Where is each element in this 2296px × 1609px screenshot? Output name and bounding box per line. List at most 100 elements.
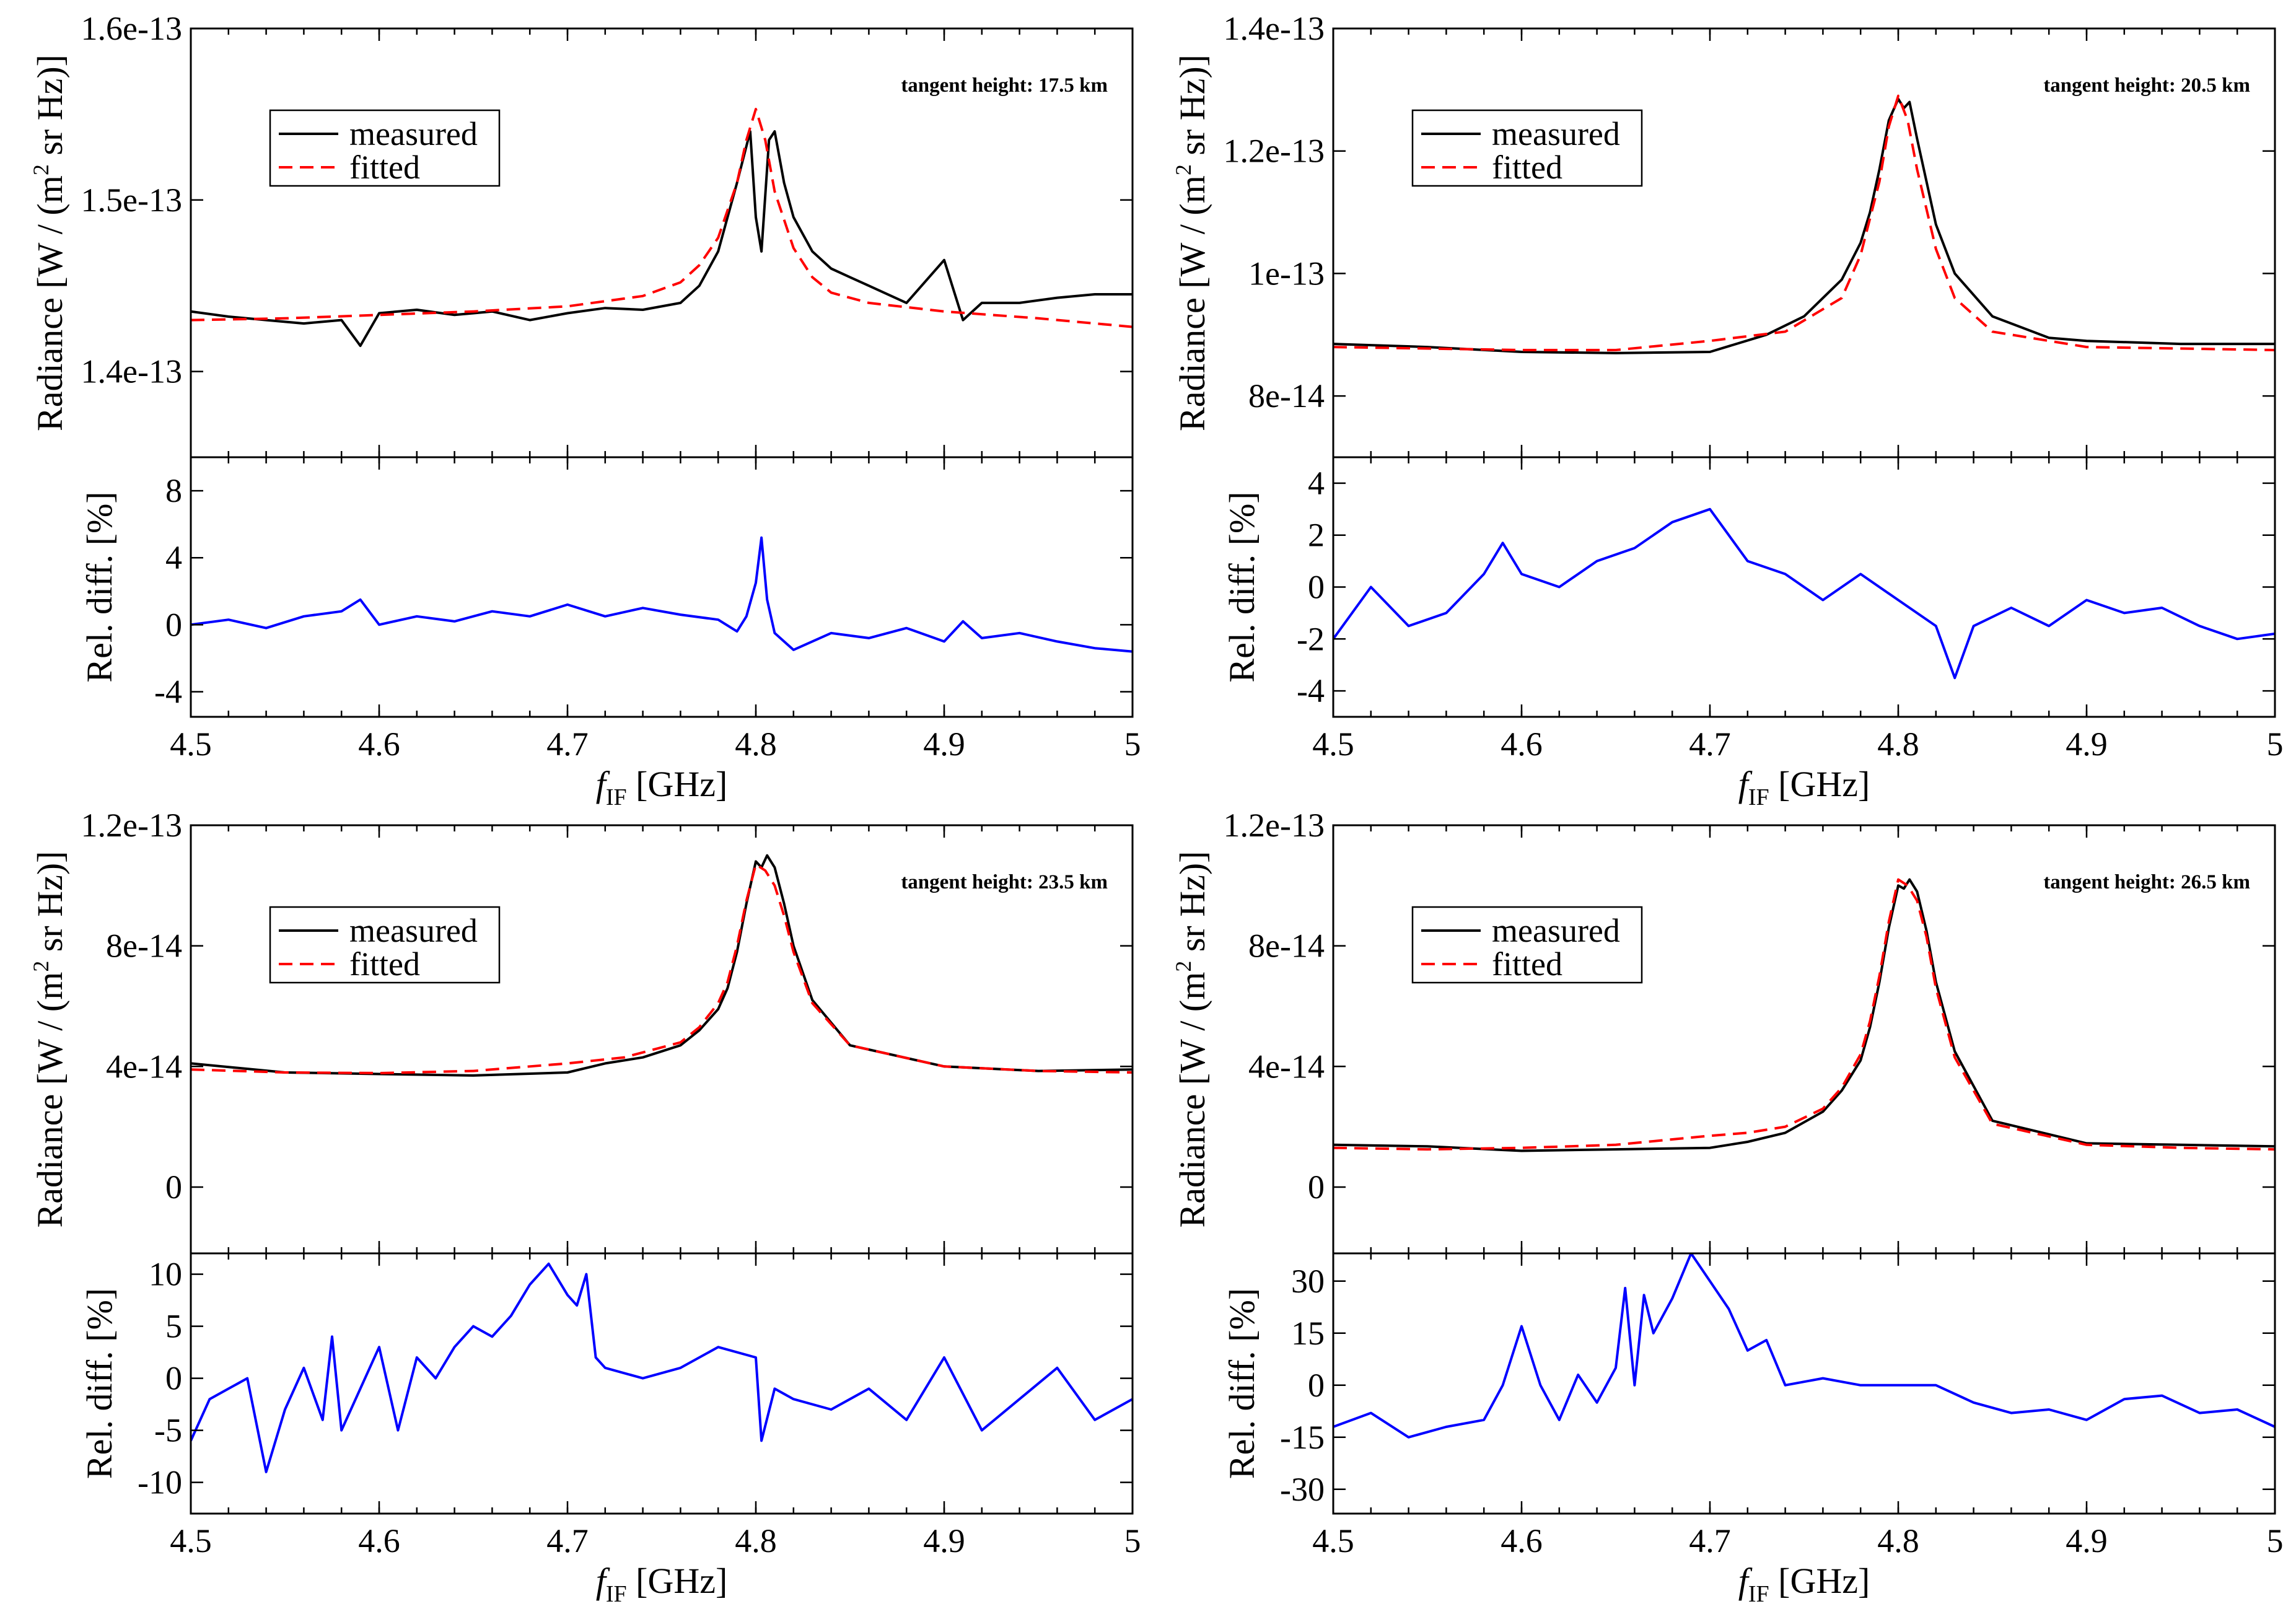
radiance-y-tick-label: 4e-14: [106, 1048, 182, 1085]
difference-y-axis-label: Rel. diff. [%]: [79, 1288, 120, 1479]
difference-y-tick-label: -4: [154, 673, 182, 710]
x-label-unit: [GHz]: [627, 1561, 728, 1601]
x-tick-label: 5: [2267, 1522, 2284, 1559]
y-label-suffix: sr Hz)]: [30, 55, 70, 164]
x-label-unit: [GHz]: [627, 764, 728, 804]
radiance-y-tick-label: 8e-14: [106, 927, 182, 965]
x-label-subscript: IF: [1748, 784, 1769, 810]
x-tick-label: 4.8: [1877, 1522, 1919, 1559]
tangent-height-annotation: tangent height: 26.5 km: [2043, 871, 2250, 893]
radiance-y-tick-label: 0: [165, 1168, 182, 1206]
radiance-y-axis-label: Radiance [W / (m2 sr Hz)]: [28, 851, 70, 1228]
radiance-y-axis-label: Radiance [W / (m2 sr Hz)]: [28, 55, 70, 431]
x-tick-label: 4.7: [1689, 1522, 1731, 1559]
difference-y-tick-label: 4: [165, 539, 182, 576]
y-label-prefix: Radiance [W / (m: [30, 175, 70, 431]
legend-box: [1411, 109, 1643, 187]
tangent-height-annotation: tangent height: 23.5 km: [901, 871, 1108, 893]
x-tick-label: 5: [1124, 726, 1141, 763]
difference-y-tick-label: -30: [1280, 1471, 1325, 1508]
x-label-unit: [GHz]: [1769, 764, 1870, 804]
x-tick-label: 5: [1124, 1522, 1141, 1559]
radiance-y-tick-label: 1.2e-13: [1224, 133, 1325, 170]
difference-plot-frame: [190, 456, 1134, 718]
difference-y-axis-label: Rel. diff. [%]: [1222, 1288, 1262, 1479]
difference-y-tick-label: -10: [138, 1464, 182, 1501]
legend-label-measured: measured: [349, 115, 478, 152]
legend-box: [1411, 906, 1643, 984]
legend-label-fitted: fitted: [349, 149, 420, 186]
x-tick-label: 4.6: [358, 1522, 400, 1559]
x-tick-label: 4.5: [170, 726, 212, 763]
radiance-series-measured: [191, 854, 1133, 1077]
radiance-series-fitted: [1333, 94, 2275, 351]
radiance-y-tick-label: 0: [1308, 1168, 1325, 1206]
x-label-subscript: IF: [606, 1581, 627, 1607]
radiance-y-tick-label: 1.2e-13: [81, 807, 182, 844]
difference-y-axis-label: Rel. diff. [%]: [79, 491, 120, 682]
radiance-y-tick-label: 8e-14: [1248, 927, 1325, 965]
radiance-y-axis-label: Radiance [W / (m2 sr Hz)]: [1171, 851, 1212, 1228]
difference-series-difference: [191, 536, 1133, 653]
x-tick-label: 4.8: [735, 726, 777, 763]
x-label-subscript: IF: [1748, 1581, 1769, 1607]
legend-box: [269, 109, 501, 187]
x-tick-label: 5: [2267, 726, 2284, 763]
x-tick-label: 4.8: [735, 1522, 777, 1559]
x-axis-label: fIF [GHz]: [596, 764, 728, 810]
difference-plot-frame: [1332, 1252, 2276, 1515]
tangent-height-annotation: tangent height: 17.5 km: [901, 74, 1108, 97]
x-tick-label: 4.5: [1312, 726, 1354, 763]
difference-y-tick-label: 0: [1308, 569, 1325, 606]
radiance-y-tick-label: 1.5e-13: [81, 182, 182, 219]
difference-series-difference: [1333, 1253, 2275, 1439]
radiance-y-tick-label: 4e-14: [1248, 1048, 1325, 1085]
x-tick-label: 4.7: [1689, 726, 1731, 763]
difference-series-difference: [1333, 507, 2275, 680]
y-label-suffix: sr Hz)]: [1172, 55, 1212, 164]
legend-label-fitted: fitted: [349, 945, 420, 983]
x-tick-label: 4.9: [923, 1522, 965, 1559]
x-axis-label: fIF [GHz]: [1738, 1561, 1870, 1607]
difference-y-tick-label: 8: [165, 472, 182, 509]
x-tick-label: 4.7: [546, 726, 589, 763]
difference-y-tick-label: -5: [154, 1412, 182, 1449]
legend-box: [269, 906, 501, 984]
x-tick-label: 4.5: [1312, 1522, 1354, 1559]
x-axis-label: fIF [GHz]: [1738, 764, 1870, 810]
panel-4: 0 4e-14 8e-14 1.2e-13 -30 -15 0 15 30 4.5 4.6 4.7 4.…: [1171, 807, 2284, 1607]
panel-2: 8e-14 1e-13 1.2e-13 1.4e-13 -4 -2 0 2 4 4.5 4.6 4.7…: [1171, 10, 2284, 810]
radiance-y-tick-label: 8e-14: [1248, 377, 1325, 414]
radiance-y-tick-label: 1.6e-13: [81, 10, 182, 47]
radiance-y-tick-label: 1.4e-13: [1224, 10, 1325, 47]
legend-label-measured: measured: [1492, 115, 1620, 152]
x-label-subscript: IF: [606, 784, 627, 810]
difference-y-tick-label: 0: [1308, 1367, 1325, 1404]
y-label-suffix: sr Hz)]: [30, 851, 70, 961]
y-label-superscript: 2: [1171, 164, 1196, 175]
y-label-superscript: 2: [28, 961, 53, 972]
x-tick-label: 4.6: [358, 726, 400, 763]
difference-plot-frame: [190, 1252, 1134, 1515]
x-tick-label: 4.6: [1501, 726, 1543, 763]
panel-3: 0 4e-14 8e-14 1.2e-13 -10 -5 0 5 10 4.5 4.6 4.7 4.8 4…: [28, 807, 1141, 1607]
radiance-y-tick-label: 1.4e-13: [81, 353, 182, 390]
x-axis-label: fIF [GHz]: [596, 1561, 728, 1607]
difference-y-tick-label: 30: [1291, 1263, 1325, 1300]
y-label-prefix: Radiance [W / (m: [1172, 972, 1212, 1228]
legend-label-fitted: fitted: [1492, 945, 1562, 983]
radiance-y-axis-label: Radiance [W / (m2 sr Hz)]: [1171, 55, 1212, 431]
difference-y-tick-label: 0: [165, 606, 182, 643]
legend-label-fitted: fitted: [1492, 149, 1562, 186]
difference-y-tick-label: -4: [1297, 672, 1325, 709]
y-label-superscript: 2: [1171, 961, 1196, 972]
x-tick-label: 4.6: [1501, 1522, 1543, 1559]
difference-y-tick-label: -2: [1297, 620, 1325, 657]
x-tick-label: 4.8: [1877, 726, 1919, 763]
difference-y-tick-label: 0: [165, 1360, 182, 1397]
panel-1: 1.4e-13 1.5e-13 1.6e-13 -4 0 4 8 4.5 4.6 4.7 4.8 4.…: [28, 10, 1141, 810]
radiance-series-fitted: [1333, 878, 2275, 1151]
difference-y-tick-label: 5: [165, 1308, 182, 1345]
radiance-series-measured: [1333, 97, 2275, 354]
